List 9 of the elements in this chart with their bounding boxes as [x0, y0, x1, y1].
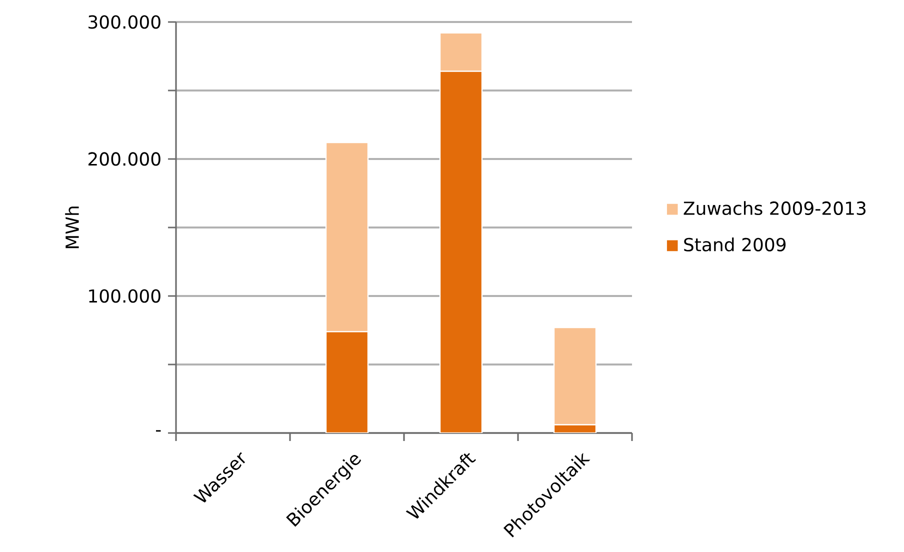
- y-tick-label: -: [156, 430, 161, 432]
- y-axis-title: MWh: [65, 206, 79, 248]
- legend-label: Zuwachs 2009-2013: [684, 201, 866, 216]
- y-tick-label: 100.000: [89, 289, 160, 303]
- y-tick-label: 300.000: [88, 15, 160, 29]
- y-tick-label: 200.000: [88, 152, 160, 166]
- legend-label: Stand 2009: [684, 238, 786, 252]
- bar: [325, 331, 369, 433]
- bar: [439, 70, 483, 433]
